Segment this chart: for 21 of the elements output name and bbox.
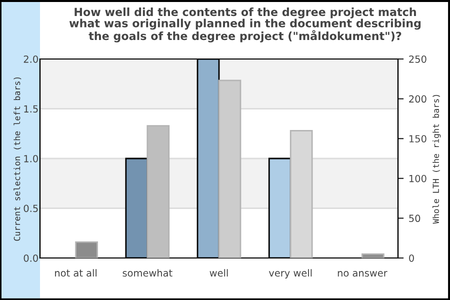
y2-tick-label: 0 bbox=[409, 254, 414, 262]
bar bbox=[362, 253, 384, 258]
x-tick-label: not at all bbox=[55, 269, 97, 277]
bar bbox=[75, 241, 98, 258]
x-tick-label: somewhat bbox=[122, 269, 172, 277]
y2-axis-title: Whole LTH (the right bars) bbox=[432, 95, 441, 224]
y2-tick-label: 50 bbox=[409, 214, 420, 222]
y2-tick-label: 200 bbox=[409, 95, 426, 103]
y-tick-label: 1.5 bbox=[24, 105, 38, 113]
x-tick-label: no answer bbox=[338, 271, 388, 277]
chart-title: How well did the contents of the degree project match what was originally planned in the document describing the goals of the degree project ("måldokument")? bbox=[69, 8, 421, 42]
x-tick-label: well bbox=[210, 269, 228, 277]
y-tick-label: 0.0 bbox=[24, 254, 38, 262]
y-tick-label: 1.0 bbox=[24, 154, 38, 162]
y2-tick-label: 150 bbox=[409, 135, 426, 142]
y2-tick-label: 250 bbox=[409, 55, 426, 63]
y-tick-label: 2.0 bbox=[24, 55, 38, 63]
y-tick-label: 0.5 bbox=[24, 204, 38, 212]
x-tick-label: very well bbox=[268, 269, 312, 279]
y-axis-title: Current selection (the left bars) bbox=[14, 77, 22, 241]
y2-tick-label: 100 bbox=[409, 174, 426, 182]
